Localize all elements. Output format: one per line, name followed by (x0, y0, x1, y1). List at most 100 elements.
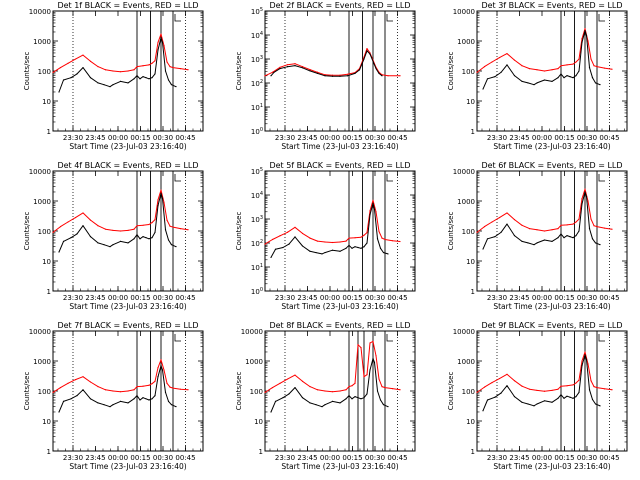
lld-point (587, 200, 589, 202)
lld-point (369, 210, 371, 212)
x-tick-label: 00:15 (342, 294, 362, 302)
lld-point (286, 64, 289, 66)
events-point (533, 405, 535, 407)
lld-point (399, 75, 401, 77)
events-point (560, 394, 562, 396)
x-tick-label: 00:00 (320, 134, 340, 142)
events-point (309, 250, 311, 252)
y-tick-label: 100 (250, 388, 263, 396)
x-tick-label: 00:30 (365, 134, 385, 142)
events-point (103, 404, 105, 406)
events-point (527, 82, 529, 84)
interval-bracket (598, 174, 605, 182)
events-point (345, 398, 347, 400)
events-point (109, 406, 111, 408)
lld-point (572, 63, 574, 65)
panel-det-4: Det 4f BLACK = Events, RED = LLD 1 10 100 10… (23, 161, 204, 311)
events-point (500, 392, 502, 394)
lld-point (572, 384, 574, 386)
x-tick-label: 00:15 (130, 454, 150, 462)
events-series-line (270, 50, 383, 77)
panel-title: Det 9f BLACK = Events, RED = LLD (481, 321, 622, 330)
y-axis-label: Counts/sec (23, 52, 31, 91)
events-point (294, 65, 296, 67)
panel-title: Det 6f BLACK = Events, RED = LLD (481, 161, 622, 170)
panel-title: Det 1f BLACK = Events, RED = LLD (57, 1, 198, 10)
y-tick-label: 102 (251, 79, 263, 88)
events-point (360, 247, 362, 249)
events-point (513, 235, 516, 237)
lld-point (169, 225, 171, 227)
events-point (486, 78, 489, 80)
lld-point (179, 228, 182, 230)
events-point (551, 80, 553, 83)
events-point (151, 237, 153, 239)
events-point (358, 69, 361, 71)
lld-point (578, 379, 580, 381)
events-point (354, 246, 356, 248)
events-point (551, 240, 553, 243)
events-point (157, 376, 159, 378)
lld-point (166, 382, 168, 384)
panel-title: Det 5f BLACK = Events, RED = LLD (269, 161, 410, 170)
lld-point (611, 389, 613, 391)
events-point (594, 403, 597, 405)
y-tick-label: 102 (251, 239, 263, 248)
lld-point (557, 68, 559, 70)
events-point (536, 82, 538, 84)
events-point (585, 359, 588, 361)
events-point (109, 246, 111, 248)
lld-point (372, 199, 374, 201)
lld-point (483, 226, 486, 228)
lld-point (528, 388, 531, 390)
events-point (170, 244, 173, 246)
lld-point (151, 383, 153, 385)
y-tick-label: 10000 (29, 8, 51, 16)
events-point (76, 233, 78, 235)
lld-point (104, 69, 107, 71)
lld-point (593, 65, 595, 67)
lld-point (366, 374, 368, 376)
y-tick-label: 10 (42, 418, 51, 426)
lld-point (89, 60, 92, 62)
events-point (494, 396, 496, 398)
events-point (136, 234, 138, 236)
lld-point (363, 234, 365, 236)
x-tick-label: 00:15 (342, 454, 362, 462)
y-tick-label: 10 (466, 258, 475, 266)
events-point (363, 397, 365, 399)
y-tick-label: 100 (38, 68, 51, 76)
x-tick-label: 00:30 (577, 454, 597, 462)
lld-point (521, 224, 523, 226)
lld-point (391, 388, 394, 390)
events-point (339, 250, 341, 252)
x-tick-label: 00:30 (365, 454, 385, 462)
lld-point (375, 355, 377, 357)
lld-point (166, 61, 168, 63)
events-point (569, 236, 571, 238)
y-tick-label: 10000 (29, 328, 51, 336)
lld-point (142, 224, 144, 226)
y-tick-label: 1000 (33, 358, 51, 366)
lld-point (587, 363, 589, 365)
events-point (82, 225, 84, 227)
lld-point (127, 229, 129, 231)
lld-point (528, 68, 531, 70)
x-tick-label: 23:30 (275, 294, 295, 302)
events-point (282, 246, 284, 249)
events-point (142, 236, 144, 238)
lld-point (169, 386, 171, 388)
events-point (142, 397, 144, 399)
lld-point (160, 33, 162, 35)
events-point (331, 75, 334, 77)
lld-point (590, 58, 592, 60)
events-point (482, 88, 484, 90)
events-point (506, 223, 508, 225)
x-tick-label: 00:15 (554, 454, 574, 462)
events-point (82, 389, 84, 391)
y-tick-label: 101 (251, 263, 263, 272)
lld-point (560, 65, 562, 67)
events-point (331, 249, 334, 251)
lld-point (575, 61, 577, 63)
